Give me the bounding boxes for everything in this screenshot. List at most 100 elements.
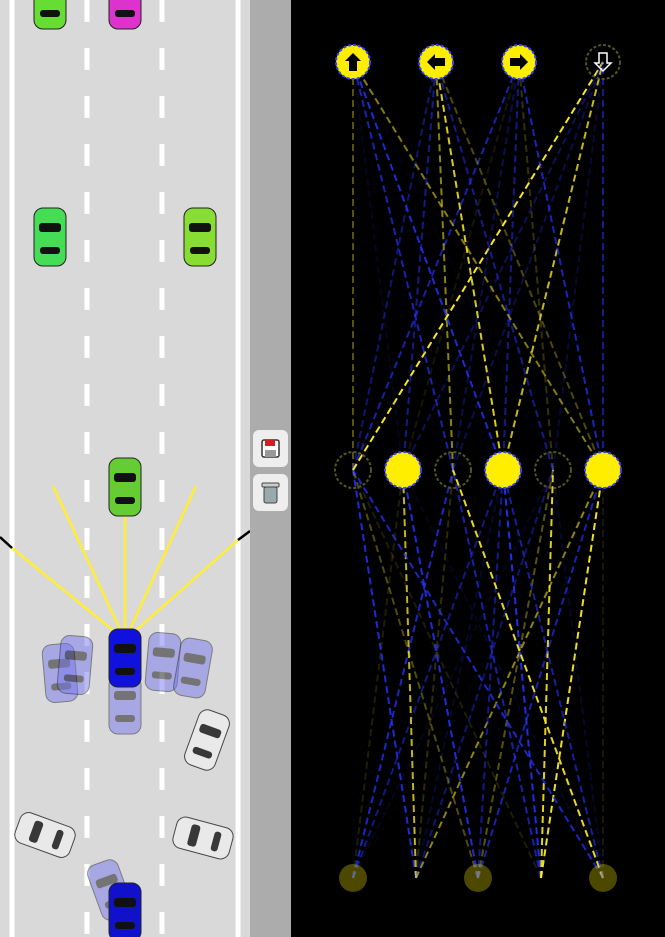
link (352, 469, 417, 879)
link (518, 61, 604, 471)
link (452, 61, 520, 471)
links (352, 61, 604, 879)
link (452, 469, 604, 879)
arrow-icon (427, 54, 445, 70)
car (108, 457, 142, 517)
arrow-icon (345, 53, 361, 71)
link (540, 469, 554, 879)
trash-icon (261, 482, 280, 504)
node-hidde (334, 451, 372, 489)
link (403, 470, 541, 878)
link (552, 469, 604, 879)
link (352, 469, 604, 879)
link (415, 469, 554, 879)
link (502, 469, 542, 879)
car-window (151, 671, 172, 680)
link (402, 469, 479, 879)
car-window (199, 723, 222, 739)
node-input (464, 864, 492, 892)
link (352, 469, 479, 879)
link (402, 469, 417, 879)
car-window (115, 668, 135, 675)
link (452, 469, 542, 879)
car-window (39, 223, 61, 232)
link (352, 469, 554, 879)
sensor-rays (11, 485, 239, 641)
car-window (152, 647, 175, 658)
link (352, 61, 454, 471)
node-hidde (484, 451, 522, 489)
link (402, 61, 437, 471)
car (173, 637, 213, 699)
link (352, 469, 504, 879)
save-icon (261, 439, 280, 458)
car-body (33, 207, 67, 267)
car-window (190, 247, 210, 254)
link (502, 61, 520, 471)
car-body (108, 457, 142, 517)
car (14, 812, 76, 858)
link (435, 61, 454, 471)
car (33, 207, 67, 267)
sidebar-strip (250, 0, 291, 937)
car (108, 0, 142, 30)
discard-button[interactable] (253, 474, 288, 511)
node-hidde (584, 451, 622, 489)
arrow-icon (593, 52, 613, 73)
link (415, 469, 604, 879)
car-window (114, 691, 136, 700)
car-window (115, 10, 135, 17)
sensor-hit (0, 536, 13, 549)
car (33, 0, 67, 30)
car-window (115, 922, 135, 929)
link (352, 61, 520, 471)
link (352, 469, 542, 879)
nodes (334, 44, 622, 892)
car-window (189, 223, 211, 232)
car (144, 631, 182, 693)
car (56, 634, 94, 696)
link (502, 469, 604, 879)
node-hidde (434, 451, 472, 489)
link (352, 61, 604, 471)
link (352, 469, 454, 879)
link (352, 61, 604, 471)
car-window (40, 247, 60, 254)
node-hidde (534, 451, 572, 489)
link (477, 469, 554, 879)
link (402, 469, 604, 879)
car (172, 816, 234, 860)
car-window (64, 650, 87, 661)
arrow-icon (510, 54, 528, 70)
link (477, 469, 504, 879)
car-window (210, 831, 222, 852)
car-window (114, 644, 136, 653)
car-window (114, 898, 136, 907)
car-window (51, 829, 64, 850)
link (435, 61, 504, 471)
car-window (187, 824, 201, 847)
car-window (183, 652, 206, 665)
link (477, 469, 604, 879)
save-button[interactable] (253, 430, 288, 467)
car-body (184, 709, 230, 771)
link (402, 61, 520, 471)
car (108, 628, 142, 688)
link (452, 61, 604, 471)
link (435, 61, 604, 471)
car-window (95, 873, 118, 889)
link (352, 469, 404, 879)
link (415, 469, 504, 879)
network-visualizer (334, 44, 622, 892)
car (108, 882, 142, 937)
node-input (402, 864, 430, 892)
car-window (192, 746, 213, 759)
car-body (172, 816, 234, 860)
car (108, 675, 142, 735)
link (415, 469, 454, 879)
node-input (589, 864, 617, 892)
node-output (585, 44, 621, 80)
car-body (183, 207, 217, 267)
car-window (115, 715, 135, 722)
